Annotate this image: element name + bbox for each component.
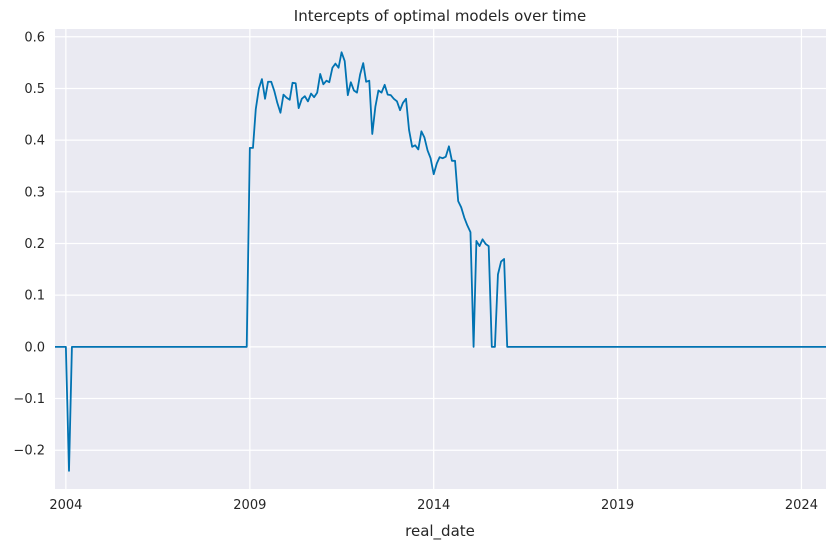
- y-tick-label: −0.2: [13, 444, 45, 459]
- y-tick-label: −0.1: [13, 392, 45, 407]
- chart-title: Intercepts of optimal models over time: [294, 7, 586, 25]
- y-tick-label: 0.2: [24, 237, 45, 252]
- x-tick-label: 2014: [417, 498, 450, 513]
- y-tick-label: 0.3: [24, 185, 45, 200]
- x-axis-title: real_date: [405, 522, 475, 541]
- x-tick-label: 2019: [601, 498, 634, 513]
- y-tick-label: 0.6: [24, 30, 45, 45]
- grid-lines: [55, 29, 826, 489]
- y-axis-ticks: −0.2 −0.1 0.0 0.1 0.2 0.3 0.4 0.5 0.6: [13, 30, 45, 458]
- series-lines: [55, 51, 826, 472]
- y-tick-label: 0.1: [24, 289, 45, 304]
- x-tick-label: 2004: [49, 498, 82, 513]
- x-tick-label: 2024: [785, 498, 818, 513]
- series-line-0: [55, 51, 826, 472]
- x-axis-ticks: 2004 2009 2014 2019 2024: [49, 498, 818, 513]
- plot-area: [55, 29, 826, 489]
- y-tick-label: 0.5: [24, 82, 45, 97]
- y-tick-label: 0.4: [24, 134, 45, 149]
- y-tick-label: 0.0: [24, 340, 45, 355]
- x-tick-label: 2009: [233, 498, 266, 513]
